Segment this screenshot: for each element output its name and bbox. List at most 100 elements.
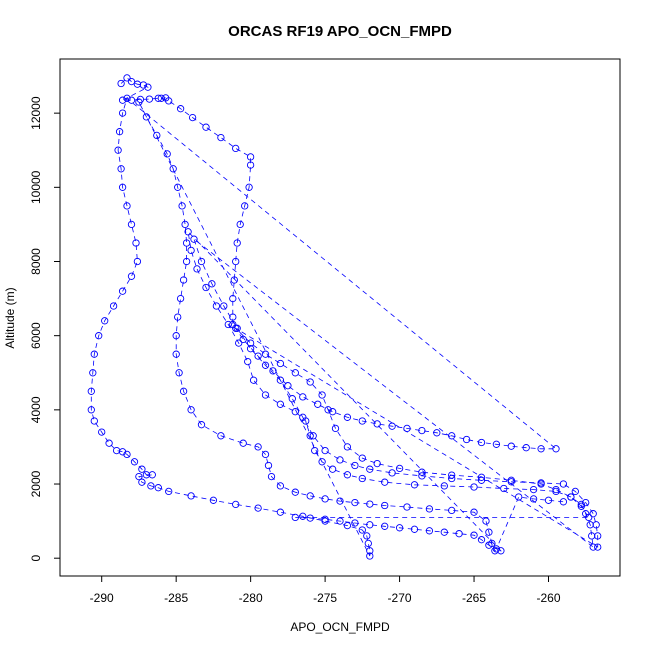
data-point — [577, 500, 585, 509]
data-point — [123, 450, 131, 459]
data-point — [482, 517, 490, 525]
data-point — [485, 528, 493, 536]
data-point — [418, 426, 426, 435]
data-point — [239, 439, 247, 447]
x-tick-label: -270 — [388, 591, 412, 605]
data-point — [165, 97, 173, 105]
data-point — [254, 443, 262, 451]
x-tick-label: -280 — [239, 591, 263, 605]
data-point — [90, 417, 98, 425]
data-point — [178, 202, 186, 210]
data-point — [425, 527, 434, 535]
data-point — [276, 400, 285, 408]
data-point — [448, 432, 456, 440]
data-point — [261, 450, 270, 459]
data-point — [366, 521, 374, 529]
data-path — [90, 77, 599, 557]
x-tick-label: -275 — [313, 591, 337, 605]
data-point — [343, 471, 352, 479]
data-point — [336, 517, 344, 525]
y-tick-label: 4000 — [29, 396, 43, 423]
data-point — [232, 257, 240, 266]
data-point — [544, 496, 553, 504]
data-point — [246, 339, 255, 347]
data-point — [246, 345, 255, 353]
data-point — [123, 94, 131, 102]
data-point — [309, 432, 317, 440]
data-point — [299, 413, 307, 421]
data-point — [144, 83, 152, 91]
data-point — [276, 376, 285, 384]
data-point — [105, 439, 113, 447]
data-point — [193, 265, 201, 273]
data-point — [306, 378, 314, 386]
data-point — [117, 165, 125, 173]
data-point — [174, 313, 182, 321]
x-axis: -290 -285 -280 -275 -270 -265 -260 — [90, 575, 561, 605]
data-point — [373, 459, 381, 468]
data-point — [470, 531, 478, 539]
data-point — [318, 391, 326, 399]
data-point — [135, 472, 143, 481]
data-point — [187, 492, 195, 500]
data-point — [336, 456, 344, 464]
data-point — [373, 420, 381, 428]
data-point — [157, 94, 165, 102]
data-point — [515, 493, 523, 501]
data-point — [163, 150, 171, 158]
data-point — [276, 359, 285, 368]
data-point — [127, 272, 136, 280]
data-point — [118, 96, 127, 104]
data-point — [127, 96, 136, 104]
data-point — [202, 283, 210, 292]
data-point — [321, 495, 329, 503]
data-point — [306, 432, 314, 440]
x-axis-label: APO_OCN_FMPD — [290, 620, 390, 634]
data-point — [276, 482, 285, 490]
data-point — [176, 105, 185, 113]
data-point — [212, 302, 221, 310]
plot-frame — [59, 58, 621, 577]
data-point — [217, 432, 225, 440]
data-point — [232, 144, 240, 153]
data-point — [571, 487, 579, 496]
data-point — [182, 257, 191, 266]
data-point — [577, 502, 585, 510]
data-point — [246, 153, 255, 161]
data-point — [261, 361, 270, 369]
data-point — [187, 406, 195, 414]
data-point — [492, 440, 501, 448]
data-point — [314, 400, 322, 408]
data-point — [455, 530, 463, 538]
data-point — [559, 498, 568, 506]
data-point — [448, 506, 456, 515]
data-point — [224, 320, 232, 329]
data-point — [410, 525, 419, 533]
data-point — [95, 332, 103, 340]
data-point — [115, 128, 124, 136]
y-tick-label: 0 — [29, 555, 43, 562]
data-point — [477, 473, 486, 481]
data-point — [589, 510, 597, 518]
data-point — [358, 474, 366, 483]
data-point — [537, 445, 545, 453]
data-point — [197, 257, 206, 266]
data-point — [244, 357, 252, 366]
data-point — [264, 461, 273, 470]
data-point — [220, 302, 228, 310]
data-point — [138, 478, 146, 486]
data-point — [291, 488, 299, 496]
data-point — [101, 317, 109, 325]
data-point — [229, 294, 237, 303]
data-point — [403, 424, 411, 433]
data-point — [172, 350, 180, 358]
data-point — [139, 81, 148, 89]
data-point — [169, 165, 177, 173]
data-point — [403, 503, 411, 511]
data-point — [98, 428, 106, 436]
data-point — [559, 480, 568, 488]
data-point — [448, 474, 456, 483]
data-point — [366, 552, 374, 560]
data-point — [306, 492, 314, 500]
